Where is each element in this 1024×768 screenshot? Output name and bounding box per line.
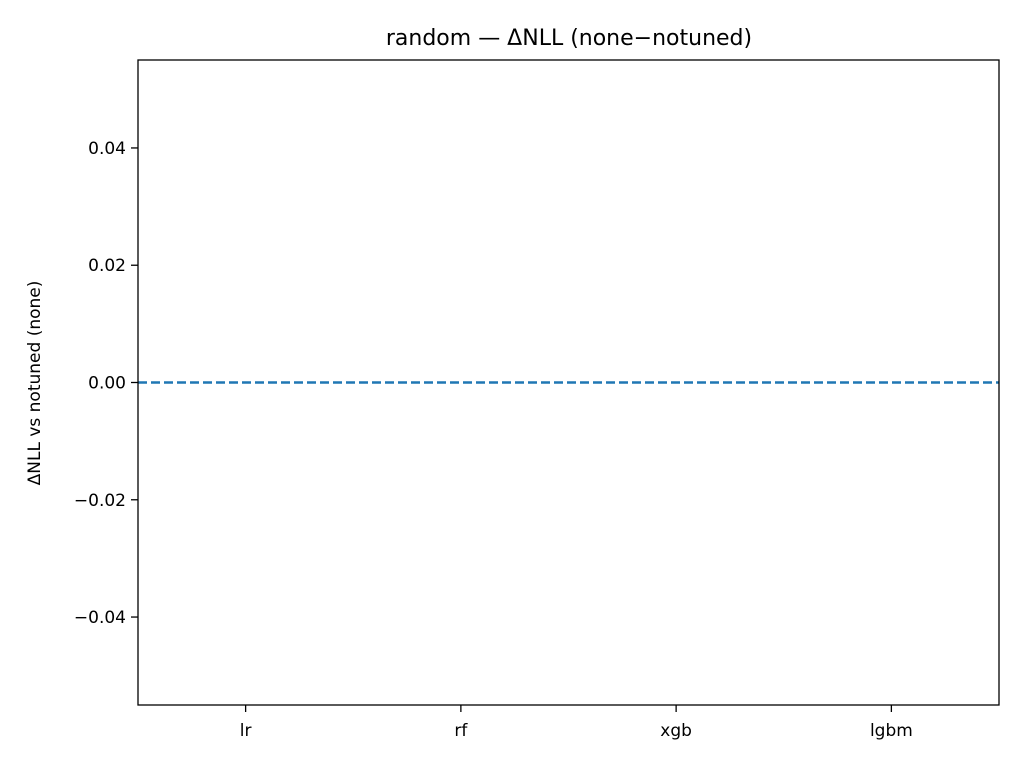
- y-tick-label: 0.02: [88, 256, 126, 276]
- y-axis-ticks: −0.04 −0.02 0.00 0.02 0.04: [74, 139, 138, 628]
- chart-title: random — ΔNLL (none−notuned): [386, 26, 752, 51]
- y-tick-label: 0.04: [88, 139, 126, 159]
- y-tick-label: −0.02: [74, 491, 126, 511]
- x-tick-label-lr: lr: [240, 721, 252, 741]
- y-tick-label: 0.00: [88, 374, 126, 394]
- y-tick-label: −0.04: [74, 608, 126, 628]
- x-tick-label-lgbm: lgbm: [870, 721, 913, 741]
- x-tick-label-rf: rf: [454, 721, 468, 741]
- x-axis-ticks: lr rf xgb lgbm: [240, 705, 913, 741]
- x-tick-label-xgb: xgb: [660, 721, 692, 741]
- y-axis-label: ΔNLL vs notuned (none): [25, 281, 45, 486]
